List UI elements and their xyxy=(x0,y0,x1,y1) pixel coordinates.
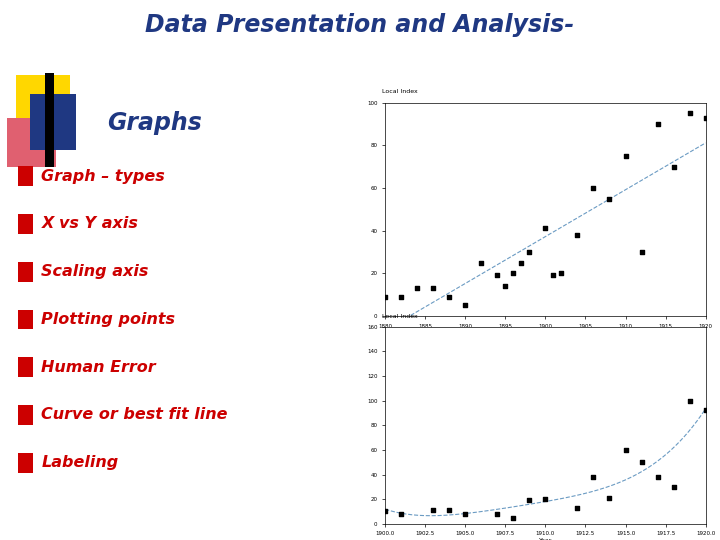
Point xyxy=(492,271,503,280)
Text: X vs Y axis: X vs Y axis xyxy=(42,217,138,232)
Bar xyxy=(16,75,70,122)
Point xyxy=(508,269,519,278)
Point xyxy=(684,109,696,118)
Point xyxy=(516,258,527,267)
X-axis label: Year: Year xyxy=(539,538,552,540)
Point xyxy=(500,282,511,291)
Text: Graphs: Graphs xyxy=(107,111,202,136)
Point xyxy=(652,472,663,481)
Point xyxy=(540,495,552,503)
Point xyxy=(636,458,647,467)
Text: Scaling axis: Scaling axis xyxy=(42,264,149,279)
Text: Human Error: Human Error xyxy=(42,360,156,375)
Point xyxy=(588,472,599,481)
Point xyxy=(620,446,631,454)
Point xyxy=(700,406,711,415)
Point xyxy=(636,247,647,256)
Text: Data Presentation and Analysis-: Data Presentation and Analysis- xyxy=(145,12,575,37)
Point xyxy=(492,510,503,518)
Point xyxy=(572,231,583,239)
Point xyxy=(700,113,711,122)
Text: Curve or best fit line: Curve or best fit line xyxy=(42,407,228,422)
Point xyxy=(379,292,391,301)
Point xyxy=(428,506,439,515)
Bar xyxy=(18,166,33,186)
X-axis label: Year: Year xyxy=(539,330,552,335)
Point xyxy=(588,184,599,192)
Text: Local Index: Local Index xyxy=(382,89,418,94)
Point xyxy=(548,271,559,280)
Bar xyxy=(18,262,33,282)
Point xyxy=(620,152,631,160)
Point xyxy=(459,510,471,518)
Point xyxy=(508,514,519,522)
Bar xyxy=(18,453,33,472)
Point xyxy=(684,396,696,405)
Bar xyxy=(45,73,54,167)
Point xyxy=(540,224,552,233)
Point xyxy=(668,162,680,171)
Text: Plotting points: Plotting points xyxy=(42,312,176,327)
Point xyxy=(604,494,616,502)
Point xyxy=(412,284,423,293)
Point xyxy=(444,506,455,515)
Point xyxy=(668,483,680,491)
Point xyxy=(604,194,616,203)
Bar xyxy=(7,118,56,167)
Bar xyxy=(18,309,33,329)
Point xyxy=(652,119,663,128)
Text: Graph – types: Graph – types xyxy=(42,168,165,184)
Bar xyxy=(18,405,33,425)
Text: Local Index: Local Index xyxy=(382,314,418,319)
Point xyxy=(476,258,487,267)
Bar xyxy=(30,94,76,151)
Bar xyxy=(18,357,33,377)
Point xyxy=(556,269,567,278)
Point xyxy=(444,292,455,301)
Point xyxy=(572,503,583,512)
Point xyxy=(459,301,471,309)
Point xyxy=(523,496,535,505)
Text: Labeling: Labeling xyxy=(42,455,119,470)
Point xyxy=(428,284,439,293)
Point xyxy=(523,247,535,256)
Bar xyxy=(18,214,33,234)
Point xyxy=(379,507,391,516)
Point xyxy=(395,292,407,301)
Point xyxy=(395,510,407,518)
